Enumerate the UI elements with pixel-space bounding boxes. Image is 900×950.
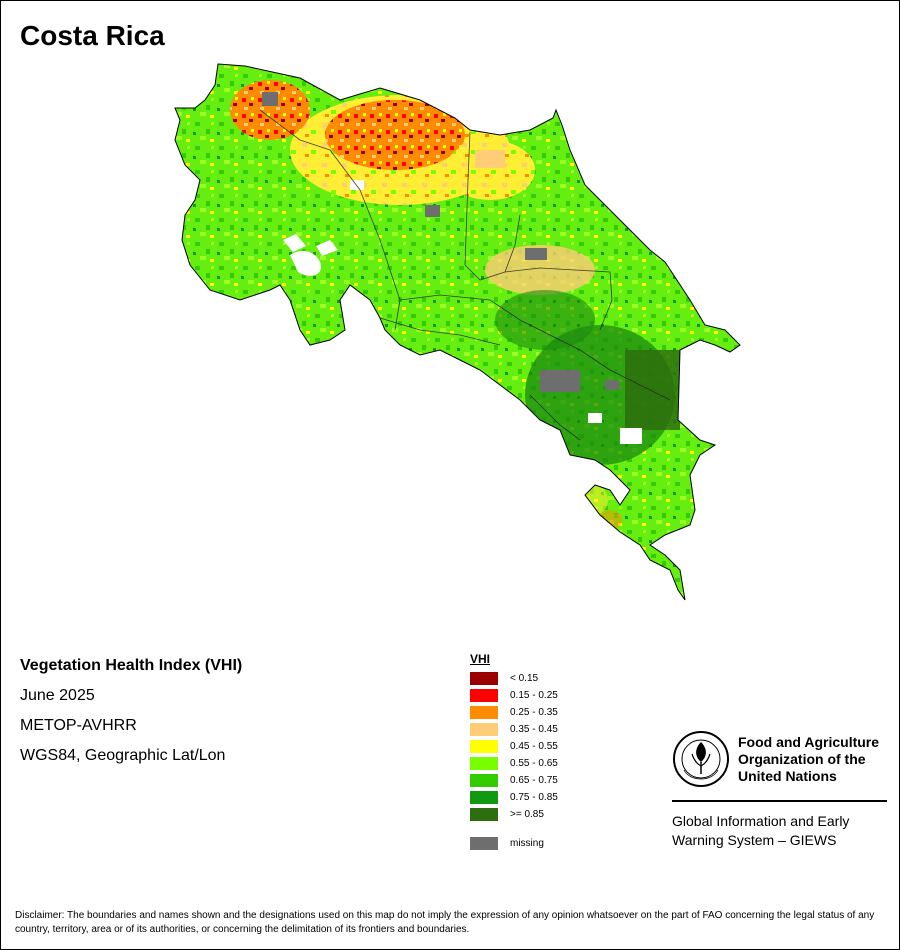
legend-swatch <box>470 740 498 753</box>
legend-label: < 0.15 <box>510 673 539 684</box>
legend-label-missing: missing <box>510 838 544 849</box>
legend-label: 0.15 - 0.25 <box>510 690 558 701</box>
legend-swatch-missing <box>470 837 498 850</box>
date-label: June 2025 <box>20 687 95 704</box>
map-title: Costa Rica <box>20 20 165 51</box>
legend-item: 0.55 - 0.65 <box>470 755 558 772</box>
map-info: Vegetation Health Index (VHI) June 2025 … <box>20 657 242 777</box>
legend-item: 0.35 - 0.45 <box>470 721 558 738</box>
legend-swatch <box>470 791 498 804</box>
legend-item: < 0.15 <box>470 670 558 687</box>
legend-item: 0.15 - 0.25 <box>470 687 558 704</box>
legend-label: 0.35 - 0.45 <box>510 724 558 735</box>
legend-label: 0.25 - 0.35 <box>510 707 558 718</box>
legend-swatch <box>470 808 498 821</box>
legend-item: >= 0.85 <box>470 806 558 823</box>
legend-label: 0.75 - 0.85 <box>510 792 558 803</box>
costa-rica-vhi-map <box>174 63 741 601</box>
legend-label: 0.45 - 0.55 <box>510 741 558 752</box>
giews-name: Global Information and Early Warning Sys… <box>672 813 850 848</box>
vhi-legend: VHI < 0.15 0.15 - 0.25 0.25 - 0.35 0.35 … <box>470 652 558 852</box>
legend-swatch <box>470 689 498 702</box>
legend-swatch <box>470 774 498 787</box>
legend-swatch <box>470 757 498 770</box>
legend-item: 0.45 - 0.55 <box>470 738 558 755</box>
logo-divider <box>672 800 887 802</box>
fao-org-name: Food and Agriculture Organization of the… <box>738 734 880 784</box>
legend-title: VHI <box>470 652 491 666</box>
sensor-label: METOP-AVHRR <box>20 717 137 734</box>
legend-label: 0.55 - 0.65 <box>510 758 558 769</box>
fao-emblem-icon <box>673 731 729 787</box>
legend-item-missing: missing <box>470 835 558 852</box>
legend-label: >= 0.85 <box>510 809 544 820</box>
index-heading: Vegetation Health Index (VHI) <box>20 657 243 674</box>
legend-item: 0.75 - 0.85 <box>470 789 558 806</box>
projection-label: WGS84, Geographic Lat/Lon <box>20 747 226 764</box>
disclaimer-text: Disclaimer: The boundaries and names sho… <box>15 910 875 935</box>
legend-item: 0.65 - 0.75 <box>470 772 558 789</box>
legend-swatch <box>470 706 498 719</box>
legend-swatch <box>470 672 498 685</box>
legend-label: 0.65 - 0.75 <box>510 775 558 786</box>
legend-swatch <box>470 723 498 736</box>
legend-item: 0.25 - 0.35 <box>470 704 558 721</box>
